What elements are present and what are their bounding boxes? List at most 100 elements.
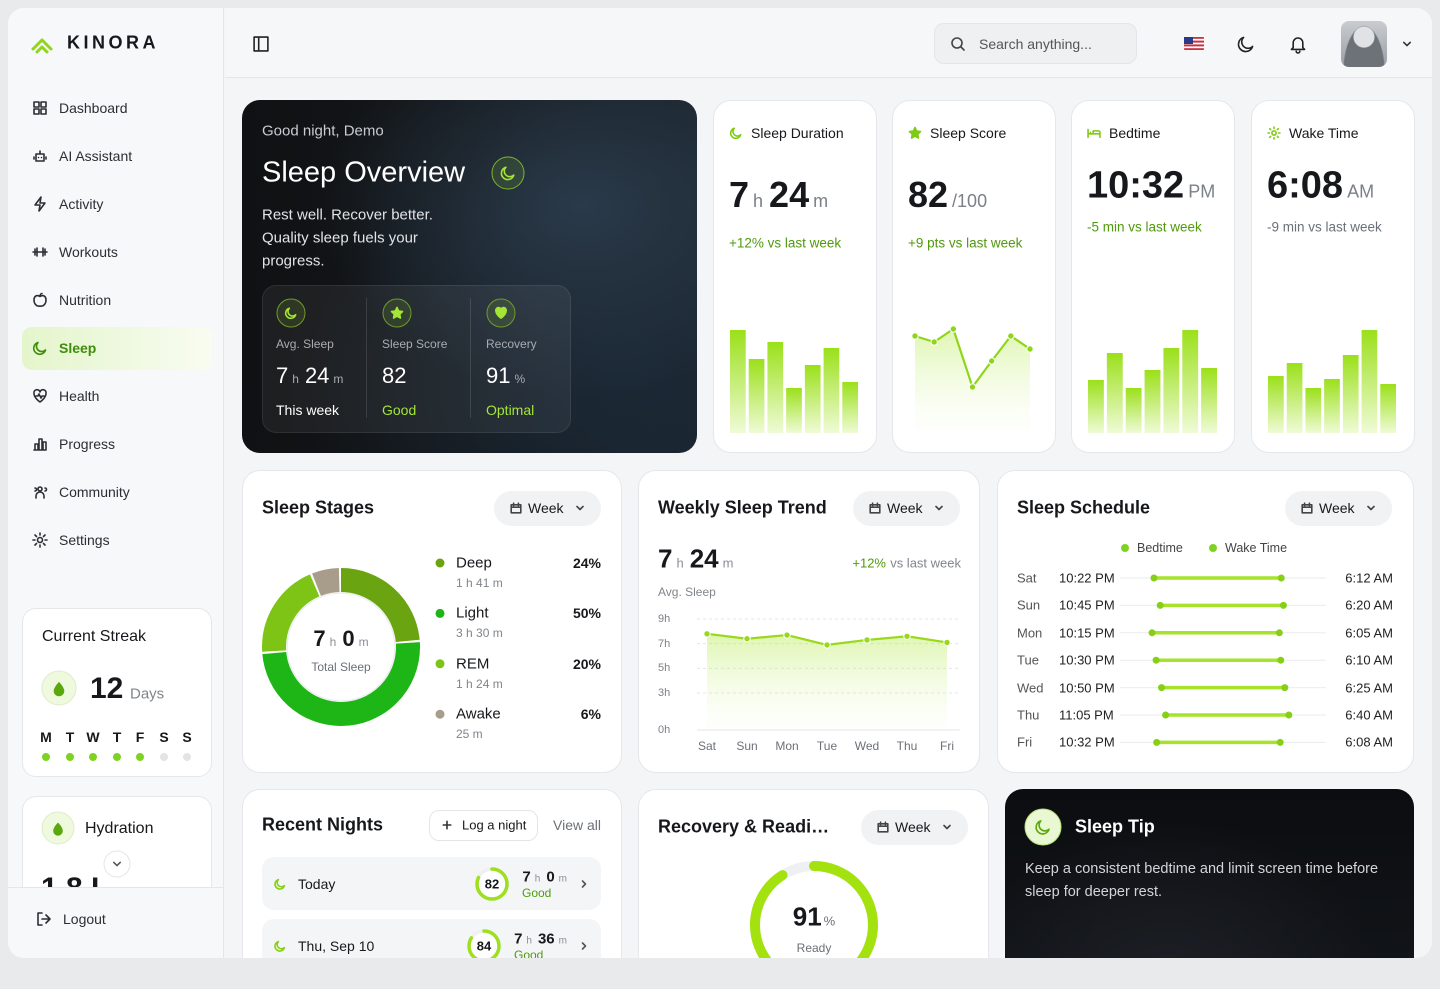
legend-label: Bedtime	[1137, 541, 1183, 555]
day: Sun	[1017, 597, 1041, 613]
card-title: Hydration	[85, 820, 154, 837]
hydration-card: Hydration 1.8 L	[22, 796, 212, 887]
unit: PM	[1188, 181, 1216, 202]
nav-item[interactable]: Workouts	[59, 244, 118, 260]
nav-item[interactable]: Progress	[59, 436, 116, 452]
bedtime: 10:45 PM	[1059, 597, 1115, 613]
streak-unit: Days	[130, 685, 165, 703]
filter-label[interactable]: Week	[1319, 500, 1355, 516]
app: Hydration 1.8 L Dashboard AI Assistant Activ…	[8, 8, 1432, 962]
night-date: Today	[298, 876, 336, 892]
nav-item[interactable]: Community	[59, 484, 130, 500]
card-title: Wake Time	[1289, 125, 1359, 141]
log-button[interactable]	[429, 810, 538, 841]
quality: Good	[522, 886, 552, 900]
nav-item[interactable]: Nutrition	[59, 292, 112, 308]
delta-note: vs last week	[890, 555, 961, 571]
stat-note: This week	[276, 402, 340, 418]
hero-text: Rest well. Recover better. Quality sleep…	[262, 206, 433, 270]
night-row[interactable]	[262, 857, 601, 910]
value: 7 h 24 m	[729, 174, 828, 216]
search-box[interactable]	[934, 23, 1137, 64]
number: 7	[522, 868, 531, 886]
unit: h	[676, 555, 684, 571]
legend-label: REM	[456, 655, 490, 673]
greeting: Good night, Demo	[262, 122, 384, 140]
card-title: Recovery & Readiness	[658, 816, 840, 837]
nav-item[interactable]: Settings	[59, 532, 110, 548]
x-tick-label: Fri	[940, 739, 954, 753]
hero	[242, 100, 697, 453]
number: 0	[342, 626, 355, 651]
bedtime: 10:32 PM	[1059, 734, 1115, 750]
card-title: Bedtime	[1109, 125, 1161, 141]
number: 7	[514, 930, 523, 948]
number: 82	[908, 174, 949, 215]
waketime: 6:40 AM	[1345, 707, 1393, 723]
nav-item[interactable]: Health	[59, 388, 100, 404]
bedtime: 10:15 PM	[1059, 625, 1115, 641]
stat-card	[713, 100, 877, 453]
button-label[interactable]: Log a night	[462, 817, 527, 833]
filter-label[interactable]: Week	[895, 819, 931, 835]
filter-label[interactable]: Week	[887, 500, 923, 516]
stat-note: Optimal	[486, 402, 535, 418]
day-letter: T	[112, 729, 122, 745]
legend-sub: 1 h 24 m	[456, 676, 503, 691]
value-label: 20%	[572, 655, 601, 672]
day-letter: T	[65, 729, 75, 745]
unit: m	[358, 635, 369, 649]
recovery-label: Ready	[796, 941, 832, 955]
number: 0	[546, 868, 555, 886]
stat-card	[1251, 100, 1415, 453]
part: 91	[792, 901, 822, 932]
card-title: Current Streak	[42, 628, 147, 645]
day: Thu	[1017, 707, 1040, 723]
unit: m	[333, 372, 344, 386]
night-date: Thu, Sep 10	[298, 938, 375, 954]
link[interactable]: View all	[553, 817, 601, 833]
card-title: Sleep Schedule	[1017, 497, 1151, 518]
unit: m	[558, 873, 567, 885]
unit: h	[534, 873, 541, 885]
day-letter: W	[86, 729, 100, 745]
x-tick-label: Sat	[697, 739, 717, 753]
score: 84	[476, 938, 492, 954]
legend-sub: 25 m	[456, 727, 483, 742]
nav-item[interactable]: Sleep	[59, 340, 97, 356]
unit: m	[722, 555, 734, 571]
day: Fri	[1017, 734, 1033, 750]
quality: Good	[514, 948, 544, 962]
avatar[interactable]	[1341, 21, 1387, 67]
filter-label[interactable]: Week	[528, 500, 564, 516]
recovery-value: 91%	[793, 902, 835, 933]
day: Sat	[1017, 570, 1037, 586]
legend-label: Wake Time	[1225, 541, 1288, 555]
stat-label: Recovery	[486, 337, 537, 351]
nav-item[interactable]: AI Assistant	[59, 148, 133, 164]
waketime: 6:08 AM	[1345, 734, 1393, 750]
card-title: Sleep Tip	[1075, 816, 1155, 837]
nav-item[interactable]: Dashboard	[59, 100, 128, 116]
x-tick-label: Thu	[896, 739, 918, 753]
day-letter: F	[135, 729, 145, 745]
night-row[interactable]	[262, 919, 601, 958]
card-title: Weekly Sleep Trend	[658, 497, 827, 518]
search-placeholder[interactable]: Search anything...	[979, 36, 1092, 52]
number: 91	[486, 363, 511, 388]
bedtime: 10:22 PM	[1059, 570, 1115, 586]
logout[interactable]: Logout	[63, 911, 106, 927]
streak-value: 12	[90, 672, 124, 705]
number: 6:08	[1267, 164, 1344, 207]
unit: h	[753, 191, 764, 211]
nav-item[interactable]: Activity	[59, 196, 104, 212]
unit: %	[514, 372, 526, 386]
legend-label: Deep	[456, 554, 492, 572]
day: Tue	[1017, 652, 1039, 668]
legend-label: Awake	[456, 705, 501, 723]
value: 82/100	[908, 174, 987, 216]
unit: h	[292, 372, 299, 386]
hero-stats	[262, 285, 571, 433]
legend-sub: 1 h 41 m	[456, 576, 503, 590]
